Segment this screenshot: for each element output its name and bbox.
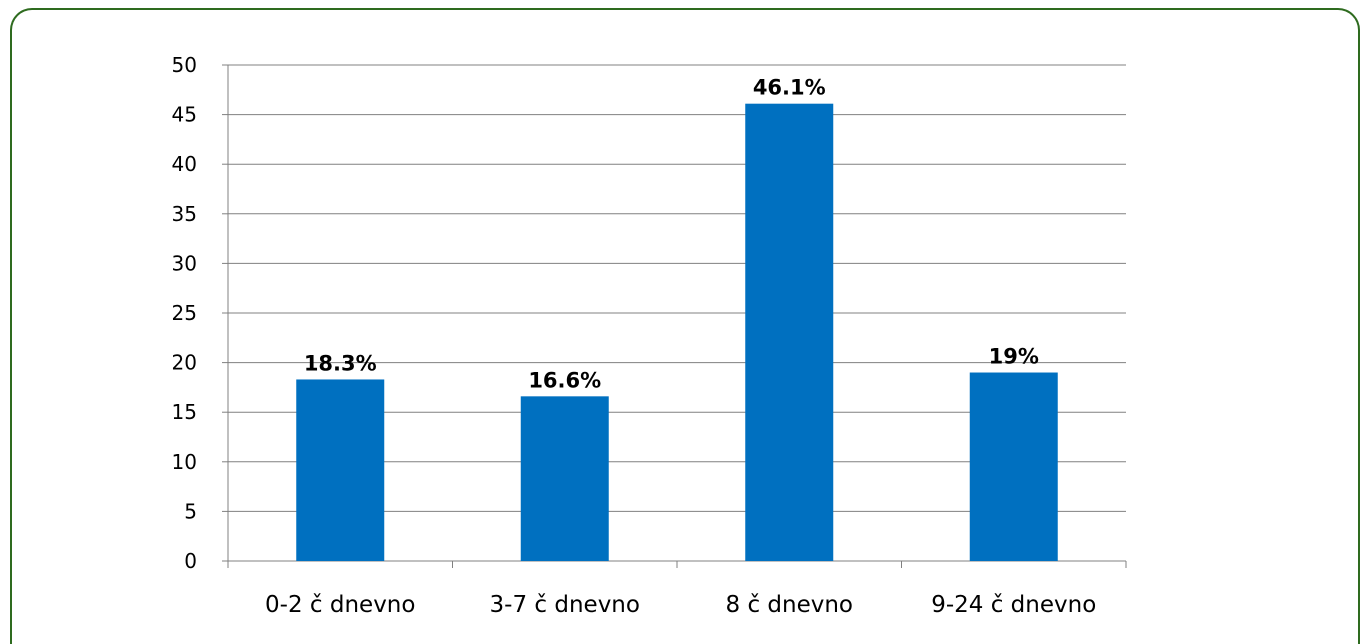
y-tick-label: 40 <box>172 152 197 176</box>
bar <box>296 379 385 561</box>
category-label: 8 č dnevno <box>726 592 854 618</box>
y-axis-ticks: 0 5 10 15 20 25 30 35 40 45 50 <box>172 53 228 573</box>
y-tick-label: 10 <box>172 450 197 474</box>
data-labels: 18.3% 16.6% 46.1% 19% <box>304 76 1039 393</box>
data-label: 46.1% <box>753 76 826 100</box>
y-tick-label: 20 <box>172 351 197 375</box>
category-label: 0-2 č dnevno <box>265 592 415 618</box>
category-label: 3-7 č dnevno <box>490 592 640 618</box>
y-tick-label: 15 <box>172 400 197 424</box>
bar <box>745 103 834 562</box>
bars <box>296 103 1058 562</box>
y-tick-label: 30 <box>172 251 197 275</box>
y-tick-label: 50 <box>172 53 197 77</box>
data-label: 16.6% <box>528 368 601 392</box>
y-tick-label: 45 <box>172 103 197 127</box>
chart-frame <box>10 8 1360 644</box>
data-label: 19% <box>989 345 1039 369</box>
y-tick-label: 25 <box>172 301 197 325</box>
bar <box>969 372 1058 561</box>
bar <box>520 396 609 561</box>
x-axis <box>227 560 1127 568</box>
category-label: 9-24 č dnevno <box>931 592 1096 618</box>
y-tick-label: 0 <box>184 549 197 573</box>
y-tick-label: 35 <box>172 202 197 226</box>
y-tick-label: 5 <box>184 499 197 523</box>
category-labels: 0-2 č dnevno 3-7 č dnevno 8 č dnevno 9-24 č… <box>265 592 1096 618</box>
data-label: 18.3% <box>304 351 377 375</box>
